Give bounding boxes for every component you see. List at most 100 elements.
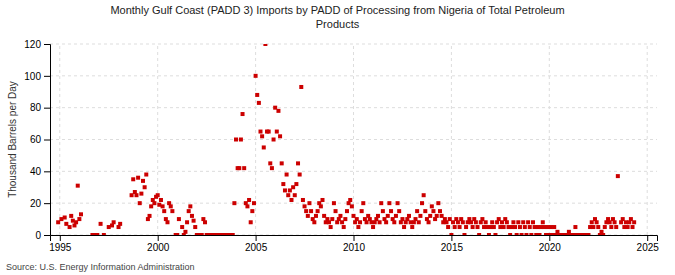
- x-tick-mark: [354, 235, 355, 241]
- point: [316, 209, 320, 213]
- y-tick-mark: [44, 108, 50, 109]
- point: [79, 212, 83, 216]
- x-axis-line: [51, 236, 658, 242]
- y-tick-mark: [44, 140, 50, 141]
- point: [200, 233, 204, 235]
- point: [170, 209, 174, 213]
- y-tick-label: 60: [30, 134, 42, 145]
- point: [187, 209, 191, 213]
- point: [301, 198, 305, 202]
- point: [69, 214, 73, 218]
- x-tick-mark: [549, 235, 550, 241]
- point: [436, 201, 440, 205]
- point: [138, 201, 142, 205]
- point: [490, 220, 494, 224]
- point: [332, 201, 336, 205]
- point: [417, 220, 421, 224]
- point: [342, 225, 346, 229]
- points: [56, 44, 636, 235]
- point: [144, 173, 148, 177]
- y-tick-mark: [44, 203, 50, 204]
- x-tick-mark: [647, 235, 648, 241]
- x-grid-line: [451, 44, 452, 235]
- point: [234, 138, 238, 142]
- point: [552, 225, 556, 229]
- point: [449, 233, 453, 235]
- point: [242, 166, 246, 170]
- point: [524, 233, 528, 235]
- y-tick-label: 80: [30, 102, 42, 113]
- point: [603, 225, 607, 229]
- point: [396, 201, 400, 205]
- point: [361, 201, 365, 205]
- point: [260, 134, 264, 138]
- point: [278, 134, 282, 138]
- x-tick-mark: [60, 235, 61, 241]
- point: [493, 233, 497, 235]
- point: [508, 233, 512, 235]
- point: [453, 225, 457, 229]
- point: [77, 217, 81, 221]
- point: [626, 225, 630, 229]
- point: [296, 161, 300, 165]
- point: [523, 225, 527, 229]
- y-tick-label: 0: [35, 230, 41, 241]
- point: [188, 204, 192, 208]
- point: [632, 220, 636, 224]
- point: [252, 201, 256, 205]
- point: [162, 209, 166, 213]
- point: [531, 220, 535, 224]
- y-tick: 120: [24, 39, 50, 50]
- point: [247, 198, 251, 202]
- point: [148, 214, 152, 218]
- point: [99, 222, 103, 226]
- y-tick-mark: [44, 171, 50, 172]
- point: [314, 214, 318, 218]
- point: [464, 225, 468, 229]
- x-tick-mark: [158, 235, 159, 241]
- point: [614, 225, 618, 229]
- point: [285, 173, 289, 177]
- point: [175, 233, 179, 235]
- point: [516, 220, 520, 224]
- point: [139, 192, 143, 196]
- point: [192, 219, 196, 223]
- point: [293, 193, 297, 197]
- point: [384, 220, 388, 224]
- point: [303, 204, 307, 208]
- y-tick-label: 20: [30, 198, 42, 209]
- x-axis: 1995200020052010201520202025: [49, 235, 659, 253]
- point: [348, 198, 352, 202]
- x-tick-label: 2020: [539, 242, 562, 253]
- point: [471, 225, 475, 229]
- point: [156, 193, 160, 197]
- point: [356, 225, 360, 229]
- point: [616, 174, 620, 178]
- point: [613, 220, 617, 224]
- x-tick: 2000: [147, 235, 170, 253]
- point: [131, 177, 135, 181]
- point: [518, 225, 522, 229]
- y-grid-line: [50, 171, 657, 172]
- point: [515, 233, 519, 235]
- x-tick-label: 2015: [441, 242, 464, 253]
- point: [280, 161, 284, 165]
- x-grid-line: [59, 44, 60, 235]
- x-tick-mark: [451, 235, 452, 241]
- point: [358, 220, 362, 224]
- point: [462, 233, 466, 235]
- point: [458, 225, 462, 229]
- point: [63, 215, 67, 219]
- point: [268, 161, 272, 165]
- point: [231, 233, 235, 235]
- point: [241, 112, 245, 116]
- title: Monthly Gulf Coast (PADD 3) Imports by P…: [110, 4, 564, 30]
- x-tick-label: 2005: [245, 242, 268, 253]
- point: [521, 220, 525, 224]
- point: [538, 233, 542, 235]
- point: [371, 225, 375, 229]
- x-tick: 2015: [441, 235, 464, 253]
- point: [430, 204, 434, 208]
- point: [350, 204, 354, 208]
- point: [141, 179, 145, 183]
